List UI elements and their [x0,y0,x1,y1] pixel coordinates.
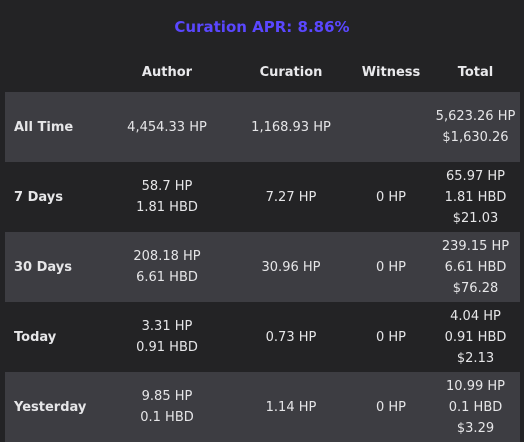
total-usd: $3.29 [456,420,495,436]
total-cell: 65.97 HP 1.81 HBD $21.03 [431,166,520,229]
total-usd: $1,630.26 [442,130,509,145]
header-total: Total [457,64,494,80]
row-label: All Time [14,119,74,135]
table-row-7-days: 7 Days 58.7 HP 1.81 HBD 7.27 HP 0 HP 65.… [5,162,520,232]
table-row-yesterday: Yesterday 9.85 HP 0.1 HBD 1.14 HP 0 HP 1… [5,372,520,442]
row-label: Today [14,329,57,345]
table-row-today: Today 3.31 HP 0.91 HBD 0.73 HP 0 HP 4.04… [5,302,520,372]
table-header: Author Curation Witness Total [5,52,520,92]
total-cell: 10.99 HP 0.1 HBD $3.29 [431,376,520,439]
author-cell: 58.7 HP 1.81 HBD [103,176,231,218]
table-row-all-time: All Time 4,454.33 HP 1,168.93 HP 5,623.2… [5,92,520,162]
curation-cell: 30.96 HP [261,259,321,275]
rewards-table: Author Curation Witness Total All Time 4… [5,52,520,442]
total-hbd: 0.1 HBD [448,399,503,415]
header-witness: Witness [361,64,421,80]
curation-cell: 7.27 HP [265,189,317,205]
header-curation: Curation [259,64,323,80]
total-cell: 5,623.26 HP $1,630.26 [431,106,520,148]
curation-cell: 1,168.93 HP [251,119,331,135]
total-hp: 4.04 HP [450,308,501,324]
author-hbd: 6.61 HBD [136,270,198,285]
total-hp: 65.97 HP [446,168,505,184]
total-hbd: 6.61 HBD [444,259,507,275]
total-hbd: 0.91 HBD [444,329,507,345]
author-hbd: 1.81 HBD [136,200,198,215]
row-label: 7 Days [14,189,63,205]
author-hbd: 0.1 HBD [140,410,194,425]
author-cell: 208.18 HP 6.61 HBD [103,246,231,288]
witness-cell: 0 HP [375,399,407,415]
witness-cell: 0 HP [375,259,407,275]
witness-cell: 0 HP [375,329,407,345]
total-hp: 239.15 HP [441,238,510,254]
table-row-30-days: 30 Days 208.18 HP 6.61 HBD 30.96 HP 0 HP… [5,232,520,302]
author-hp: 9.85 HP [141,389,193,404]
curation-cell: 0.73 HP [265,329,317,345]
header-author: Author [141,64,193,80]
total-cell: 239.15 HP 6.61 HBD $76.28 [431,236,520,299]
total-hp: 5,623.26 HP [435,109,516,124]
author-hbd: 0.91 HBD [136,340,198,355]
row-label: 30 Days [14,259,72,275]
author-cell: 4,454.33 HP [103,117,231,138]
curation-cell: 1.14 HP [265,399,317,415]
total-usd: $21.03 [452,210,499,226]
total-hp: 10.99 HP [446,378,505,394]
author-hp: 4,454.33 HP [127,119,207,135]
author-hp: 3.31 HP [141,319,193,334]
total-usd: $76.28 [452,280,499,296]
total-usd: $2.13 [456,350,495,366]
curation-apr-title: Curation APR: 8.86% [174,18,350,36]
row-label: Yesterday [14,399,87,415]
author-cell: 3.31 HP 0.91 HBD [103,316,231,358]
author-hp: 208.18 HP [133,249,201,264]
total-hbd: 1.81 HBD [444,189,507,205]
witness-cell: 0 HP [375,189,407,205]
author-cell: 9.85 HP 0.1 HBD [103,386,231,428]
total-cell: 4.04 HP 0.91 HBD $2.13 [431,306,520,369]
author-hp: 58.7 HP [141,179,193,194]
